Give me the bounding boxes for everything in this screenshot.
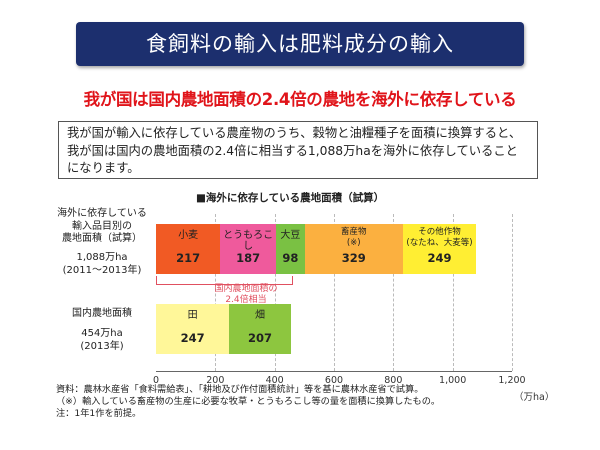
source-note-2: （※）輸入している畜産物の生産に必要な牧草・とうもろこし等の量を面積に換算したも… — [56, 396, 441, 407]
x-tick-label: 1,000 — [439, 375, 467, 386]
chart-title: ■海外に依存している農地面積（試算） — [196, 192, 385, 204]
bar-segment: 大豆 98 — [275, 224, 305, 274]
row-total-line: (2011～2013年) — [62, 264, 142, 276]
segment-label-line: 田 — [187, 310, 198, 321]
headline: 我が国は国内農地面積の2.4倍の農地を海外に依存している — [83, 90, 517, 109]
segment-value: 187 — [236, 251, 261, 265]
row-label: 国内農地面積 — [52, 308, 152, 321]
segment-label: 大豆 — [276, 230, 305, 241]
x-tick-label: 200 — [206, 375, 225, 386]
segment-value: 247 — [180, 331, 205, 345]
gridline — [274, 214, 276, 371]
row-label-line: 輸入品目別の — [72, 220, 132, 232]
row-label: 海外に依存している 輸入品目別の 農地面積（試算） — [52, 208, 152, 246]
gridline — [452, 214, 454, 371]
gridline — [215, 214, 217, 371]
x-tick-label: 0 — [152, 375, 160, 386]
x-axis-line — [156, 371, 512, 372]
source-note-3: 注：1年1作を前提。 — [56, 408, 142, 419]
segment-label-line: 畜産物 — [340, 227, 367, 237]
x-tick-label: 600 — [324, 375, 344, 386]
segment-value: 249 — [427, 251, 452, 265]
bar-segment: 畑 207 — [229, 304, 291, 354]
bar-segment: 小麦 217 — [156, 224, 221, 274]
bar-segment: 畜産物 (※) 329 — [304, 224, 403, 274]
annotation-line: 2.4倍相当 — [225, 295, 267, 305]
chart: ■海外に依存している農地面積（試算） 0 200 400 600 800 1,000 1,2… — [48, 186, 568, 446]
segment-label: 小麦 — [156, 230, 220, 241]
row-total-line: 454万ha — [81, 328, 123, 339]
segment-label-line: (※) — [346, 238, 361, 248]
segment-label: 畑 — [229, 310, 290, 321]
source-note-1: 資料：農林水産省「食料需給表」、「耕地及び作付面積統計」等を基に農林水産省で試算… — [56, 384, 424, 395]
segment-label-line: その他作物 — [418, 227, 461, 237]
row-label-line: 国内農地面積 — [72, 308, 132, 319]
annotation-bracket — [156, 276, 293, 285]
bar-segment: その他作物 (なたね、大麦等) 249 — [402, 224, 477, 274]
source-notes: 資料：農林水産省「食料需給表」、「耕地及び作付面積統計」等を基に農林水産省で試算… — [56, 384, 440, 420]
segment-label-line: 畑 — [254, 310, 265, 321]
x-tick-label: 1,200 — [498, 375, 526, 386]
row-label-line: 農地面積（試算） — [62, 233, 142, 244]
row-total-line: (2013年) — [80, 340, 124, 352]
body-text: 我が国が輸入に依存している農産物のうち、穀物と油糧種子を面積に換算すると、我が国… — [67, 126, 522, 175]
page-title-banner: 食飼料の輸入は肥料成分の輸入 — [76, 22, 524, 66]
gridline — [334, 214, 335, 371]
gridline — [393, 214, 395, 371]
bar-segment: 田 247 — [156, 304, 230, 354]
bar-segment: とうもろこし 187 — [220, 224, 276, 274]
row-total-line: 1,088万ha — [76, 252, 128, 263]
segment-label-line: 小麦 — [178, 230, 199, 241]
page-title: 食飼料の輸入は肥料成分の輸入 — [146, 32, 454, 56]
gridline — [512, 214, 513, 371]
segment-label-line: 大豆 — [280, 230, 301, 241]
row-total-label: 1,088万ha (2011～2013年) — [52, 252, 152, 277]
x-axis-unit: （万ha） — [514, 392, 555, 403]
segment-value: 207 — [247, 331, 272, 345]
segment-value: 217 — [176, 251, 201, 265]
segment-value: 329 — [341, 251, 366, 265]
annotation-line: 国内農地面積の — [214, 284, 278, 294]
segment-label: その他作物 (なたね、大麦等) — [403, 227, 477, 249]
segment-label: とうもろこし — [220, 230, 275, 252]
row-total-label: 454万ha (2013年) — [52, 328, 152, 353]
segment-label: 田 — [156, 310, 229, 321]
x-tick-label: 400 — [265, 375, 284, 386]
segment-label: 畜産物 (※) — [305, 227, 403, 249]
body-text-box: 我が国が輸入に依存している農産物のうち、穀物と油糧種子を面積に換算すると、我が国… — [58, 121, 538, 179]
segment-label-line: (なたね、大麦等) — [406, 238, 473, 248]
row-label-line: 海外に依存している — [57, 208, 147, 219]
segment-label-line: とうもろこし — [223, 230, 274, 252]
x-tick-label: 800 — [384, 375, 403, 386]
segment-value: 98 — [282, 251, 299, 265]
annotation-text: 国内農地面積の 2.4倍相当 — [196, 284, 296, 306]
